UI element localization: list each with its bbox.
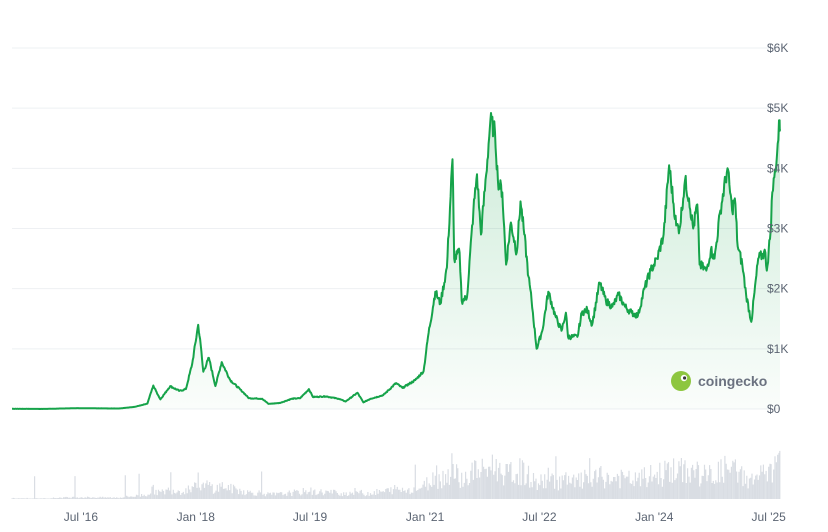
y-tick-label: $4K (767, 161, 788, 175)
y-tick-label: $1K (767, 342, 788, 356)
x-tick-label: Jan '18 (177, 510, 216, 524)
volume-series (11, 450, 781, 499)
y-tick-label: $3K (767, 222, 788, 236)
y-tick-label: $2K (767, 282, 788, 296)
price-area-fill (12, 113, 780, 409)
volume-bars (11, 450, 781, 499)
x-tick-label: Jan '24 (635, 510, 674, 524)
gecko-pupil-icon (683, 376, 687, 380)
y-tick-label: $5K (767, 101, 788, 115)
x-axis: Jul '16 Jan '18 Jul '19 Jan '21 Jul '22 Jan '… (64, 510, 786, 524)
x-tick-label: Jan '21 (406, 510, 445, 524)
y-tick-label: $6K (767, 41, 788, 55)
price-area (12, 113, 780, 409)
x-tick-label: Jul '25 (752, 510, 787, 524)
y-tick-label: $0 (767, 402, 781, 416)
gecko-logo-icon (671, 371, 691, 391)
x-tick-label: Jul '19 (293, 510, 328, 524)
y-axis: $0 $1K $2K $3K $4K $5K $6K (767, 41, 788, 416)
x-tick-label: Jul '16 (64, 510, 99, 524)
coingecko-watermark: coingecko (671, 371, 767, 391)
watermark-text: coingecko (698, 373, 767, 389)
x-tick-label: Jul '22 (522, 510, 557, 524)
grid-layer (12, 47, 780, 410)
price-line[interactable] (11, 112, 781, 410)
price-series-line[interactable] (11, 112, 781, 410)
